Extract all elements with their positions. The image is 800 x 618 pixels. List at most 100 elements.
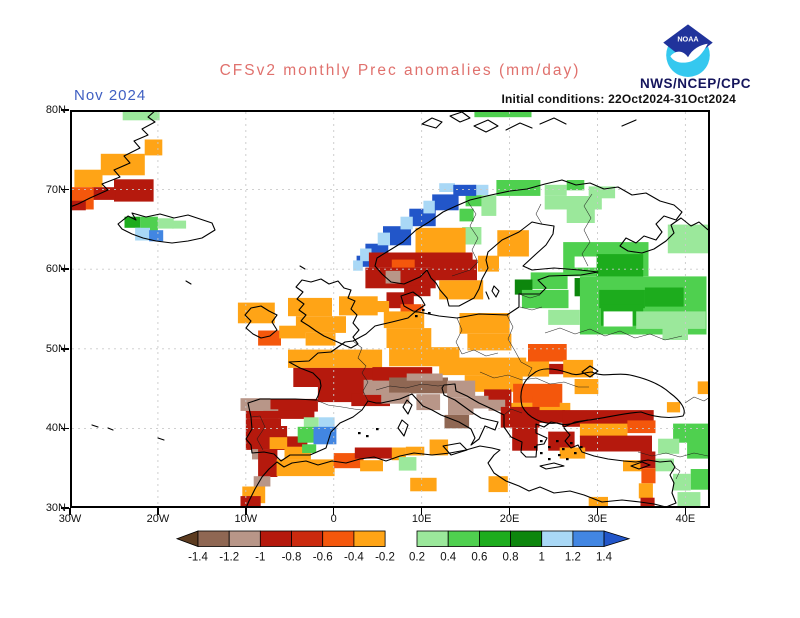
anomaly-cell: [462, 227, 482, 245]
lon-tick: [684, 508, 687, 515]
anomaly-cell: [459, 313, 510, 334]
island-dot: [548, 458, 551, 461]
legend-segment: [291, 530, 324, 547]
anomaly-cell: [293, 367, 384, 387]
anomaly-cell: [303, 417, 319, 427]
anomaly-cell: [70, 200, 86, 211]
legend-tick-label: -1.4: [188, 552, 208, 564]
anomaly-cell: [391, 447, 406, 461]
anomaly-cell: [377, 232, 390, 246]
island-dot: [562, 448, 565, 451]
color-scale-legend: -1.4 -1.2 -1 -0.8 -0.6 -0.4 -0.2 0.2 0.4 0.6 0.8 1 1…: [175, 530, 631, 564]
anomaly-cell: [360, 248, 372, 262]
anomaly-cell: [356, 255, 371, 267]
anomaly-cell: [496, 180, 541, 196]
lat-tick-label: 50N: [45, 342, 66, 355]
anomaly-cell: [544, 196, 602, 210]
anomaly-cell: [641, 468, 656, 484]
anomaly-cell: [658, 438, 680, 454]
anomaly-cell: [677, 492, 701, 508]
legend-tick-label: -1.2: [219, 552, 239, 564]
anomaly-cell: [430, 259, 477, 281]
anomaly-cell: [383, 311, 425, 329]
anomaly-cell: [74, 169, 103, 188]
lon-tick-label: 30E: [587, 513, 608, 525]
agency-label: NWS/NCEP/CPC: [640, 76, 752, 91]
lon-tick-label: 30W: [58, 513, 82, 525]
island-dot: [556, 440, 559, 443]
island-dot: [574, 452, 577, 455]
anomaly-cell: [588, 496, 608, 508]
anomaly-cell: [398, 457, 417, 471]
lat-tick: [61, 427, 69, 430]
legend-segment: [510, 530, 543, 547]
anomaly-cell: [673, 473, 691, 491]
anomaly-map: [70, 110, 710, 508]
logo-seagull-icon: [670, 43, 708, 63]
coastlines: [70, 110, 710, 508]
anomaly-cell: [566, 207, 595, 223]
anomaly-cell: [521, 289, 569, 309]
legend-arrow: [175, 530, 199, 548]
legend-tick-label: 1.4: [596, 552, 613, 564]
anomaly-cell: [667, 224, 709, 254]
anomaly-cell: [638, 483, 653, 499]
lon-tick-label: 20E: [499, 513, 520, 525]
anomaly-cell: [258, 449, 278, 477]
anomaly-cell: [448, 397, 474, 415]
anomaly-cell: [528, 344, 567, 362]
legend-tick-label: 0.8: [503, 552, 519, 564]
anomaly-cell: [627, 420, 656, 434]
anomaly-cell: [157, 218, 174, 229]
island-dot: [534, 446, 537, 449]
anomaly-cell: [439, 280, 484, 300]
legend-segment: [447, 530, 480, 547]
lon-tick: [332, 508, 335, 515]
legend-tick-label: -0.4: [344, 552, 364, 564]
anomaly-cell: [318, 417, 335, 427]
anomaly-cell: [687, 439, 710, 459]
anomaly-cell: [297, 426, 314, 443]
island-dot: [358, 432, 361, 435]
island-dot: [566, 458, 569, 461]
anomaly-cell: [465, 195, 484, 207]
island-dot: [376, 428, 379, 431]
legend-tick-label: 0.2: [409, 552, 425, 564]
anomaly-cell: [439, 357, 527, 376]
anomaly-cell: [92, 187, 116, 200]
island-dot: [540, 440, 543, 443]
anomaly-cell: [423, 200, 435, 214]
anomaly-cell: [512, 427, 538, 451]
anomaly-cell: [474, 110, 532, 118]
legend-segment: [541, 530, 574, 547]
anomaly-cell: [644, 287, 684, 307]
anomaly-cell: [596, 254, 644, 278]
noaa-logo-icon: NOAA: [663, 24, 713, 77]
anomaly-cell: [353, 260, 363, 271]
anomaly-cell: [245, 410, 315, 419]
anomaly-cell: [588, 186, 616, 199]
anomaly-cell: [537, 410, 565, 423]
anomaly-cell: [548, 309, 580, 325]
lat-tick: [61, 507, 69, 509]
anomaly-cell: [381, 392, 410, 404]
lon-tick: [245, 508, 247, 515]
anomaly-cell: [439, 183, 455, 192]
anomaly-cell: [559, 447, 586, 459]
island-dot: [548, 446, 551, 449]
anomaly-cell: [389, 377, 448, 394]
legend-segment: [478, 530, 511, 547]
anomaly-cell: [406, 373, 443, 381]
anomaly-cell: [574, 256, 597, 268]
anomaly-cell: [240, 496, 261, 508]
anomaly-cell: [429, 439, 449, 456]
island-dot: [580, 446, 583, 449]
lon-tick: [157, 508, 159, 515]
anomaly-cell: [579, 423, 628, 438]
anomaly-cell: [276, 459, 335, 477]
anomaly-cell: [386, 328, 432, 348]
anomaly-cell: [690, 469, 709, 490]
legend-tick-label: -1: [255, 552, 265, 564]
lat-tick-label: 80N: [45, 104, 66, 116]
